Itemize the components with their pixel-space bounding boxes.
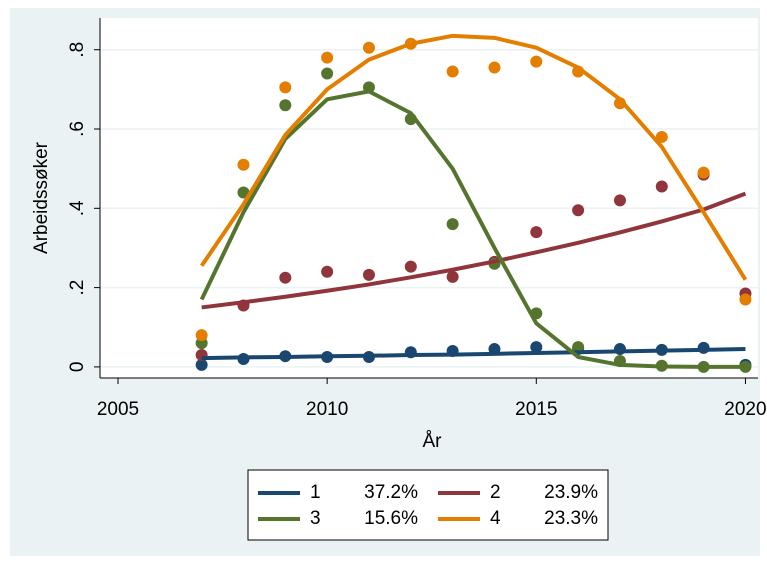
x-tick-label: 2015	[515, 399, 557, 420]
observed-point	[362, 268, 375, 281]
observed-point	[237, 186, 250, 199]
legend-share: 15.6%	[364, 508, 418, 529]
observed-point	[237, 158, 250, 171]
y-tick-label: .6	[67, 121, 88, 137]
observed-point	[530, 226, 543, 239]
legend-share: 37.2%	[364, 482, 418, 503]
observed-point	[530, 341, 543, 354]
trajectory-line	[199, 33, 748, 281]
x-tick-label: 2005	[97, 399, 139, 420]
y-tick-label: .4	[67, 200, 88, 216]
observed-point	[279, 81, 292, 94]
observed-point	[572, 204, 585, 217]
legend-label: 2	[490, 482, 501, 503]
observed-point	[446, 218, 459, 231]
plot-area	[100, 18, 758, 378]
observed-point	[362, 41, 375, 54]
observed-point	[488, 61, 501, 74]
observed-point	[321, 67, 334, 80]
trajectory-line	[201, 191, 747, 310]
y-tick-label: 0	[67, 362, 88, 373]
observed-point	[279, 99, 292, 112]
observed-point	[613, 194, 626, 207]
observed-point	[446, 65, 459, 78]
x-tick-label: 2020	[724, 399, 766, 420]
observed-point	[195, 358, 208, 371]
x-tick-label: 2010	[306, 399, 348, 420]
observed-point	[739, 293, 752, 306]
observed-point	[321, 51, 334, 64]
trajectory-line	[199, 89, 746, 369]
observed-point	[321, 265, 334, 278]
observed-point	[279, 271, 292, 284]
observed-point	[655, 180, 668, 193]
observed-point	[655, 130, 668, 143]
legend-label: 1	[310, 482, 321, 503]
trajectory-line	[201, 347, 746, 361]
y-axis-label: Arbeidssøker	[31, 141, 52, 254]
y-tick-label: .2	[67, 280, 88, 296]
legend-share: 23.3%	[544, 508, 598, 529]
observed-point	[572, 341, 585, 354]
legend-label: 4	[490, 508, 501, 529]
observed-point	[446, 270, 459, 283]
observed-point	[404, 260, 417, 273]
observed-point	[195, 329, 208, 342]
observed-point	[697, 166, 710, 179]
y-tick-label: .8	[67, 42, 88, 58]
x-axis-label: År	[423, 431, 443, 452]
observed-point	[530, 55, 543, 68]
legend-label: 3	[310, 508, 321, 529]
legend	[247, 469, 609, 541]
legend-share: 23.9%	[544, 482, 598, 503]
